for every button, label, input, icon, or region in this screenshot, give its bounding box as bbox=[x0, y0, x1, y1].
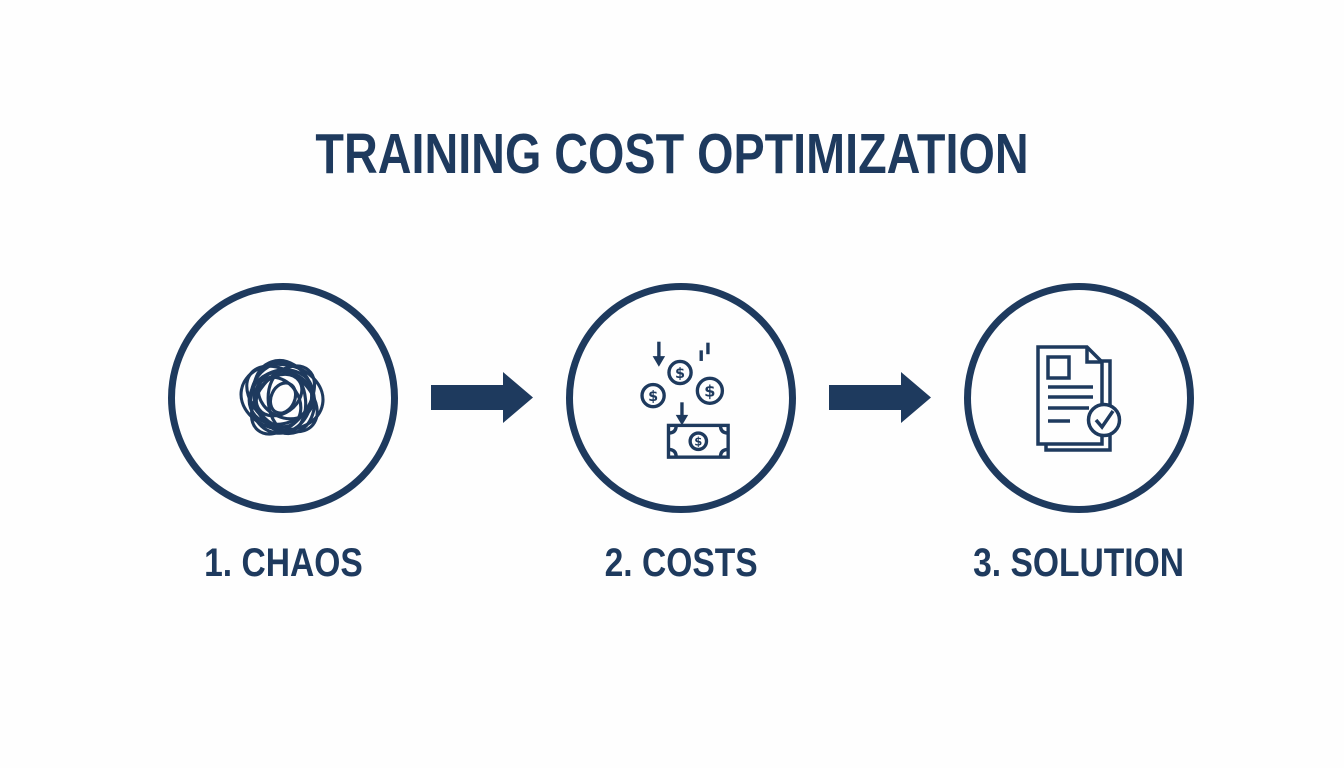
step-label-chaos: 1. CHAOS bbox=[203, 540, 363, 585]
svg-text:$: $ bbox=[648, 389, 658, 405]
document-approved-icon bbox=[1036, 344, 1122, 452]
svg-text:$: $ bbox=[694, 435, 702, 449]
falling-money-icon: $ $ $ bbox=[640, 341, 730, 459]
step-label-solution: 3. SOLUTION bbox=[973, 540, 1185, 585]
block-arrow-right-icon bbox=[431, 371, 533, 423]
infographic-canvas: TRAINING COST OPTIMIZATION bbox=[0, 122, 1344, 768]
costs-circle: $ $ $ bbox=[566, 282, 796, 513]
step-label-costs: 2. COSTS bbox=[604, 540, 758, 585]
svg-text:$: $ bbox=[704, 382, 715, 401]
motion-marks-icon bbox=[699, 342, 710, 361]
banknote-icon: $ bbox=[666, 423, 730, 459]
block-arrow-right-icon bbox=[829, 371, 931, 423]
step-solution: 3. SOLUTION bbox=[964, 282, 1194, 585]
step-chaos: 1. CHAOS bbox=[168, 282, 398, 585]
coin-icon: $ bbox=[695, 376, 725, 406]
process-flow: 1. CHAOS bbox=[18, 282, 1344, 585]
check-circle-icon bbox=[1086, 402, 1122, 437]
down-arrow-icon bbox=[652, 341, 666, 367]
chaos-circle bbox=[168, 282, 398, 513]
step-costs: $ $ $ bbox=[566, 282, 796, 585]
image-placeholder bbox=[1046, 354, 1071, 380]
coin-icon: $ bbox=[640, 382, 666, 409]
svg-text:$: $ bbox=[675, 366, 685, 382]
tangled-scribble-icon bbox=[239, 358, 325, 436]
down-arrow-icon bbox=[675, 402, 689, 426]
solution-circle bbox=[964, 282, 1194, 513]
text-lines bbox=[1048, 384, 1093, 423]
coin-icon: $ bbox=[667, 359, 693, 386]
page-title: TRAINING COST OPTIMIZATION bbox=[315, 122, 1029, 186]
